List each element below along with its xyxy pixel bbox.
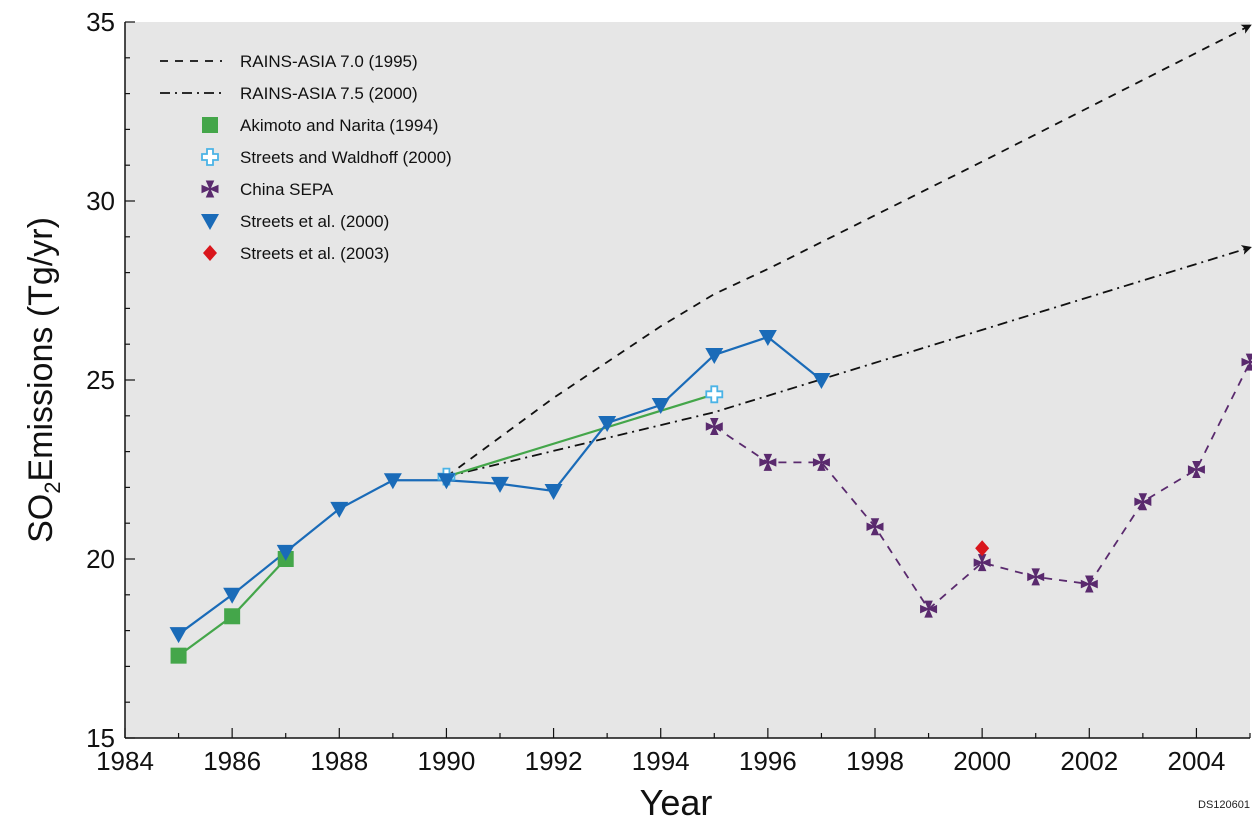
x-tick-label: 1994: [632, 746, 690, 776]
y-axis-title-main: SO: [22, 494, 60, 543]
x-tick-label: 1992: [525, 746, 583, 776]
y-tick-label: 15: [86, 723, 115, 753]
legend-label: China SEPA: [240, 180, 334, 199]
data-point-streets-et-al-2003: [975, 540, 990, 557]
y-axis-title: SO2Emissions (Tg/yr): [22, 217, 65, 543]
data-point-streets-et-al-2000: [758, 330, 777, 347]
y-axis-title-subscript: 2: [40, 482, 65, 494]
data-point-china-sepa: [1027, 568, 1045, 586]
legend-swatch: [203, 245, 217, 261]
data-point-streets-et-al-2000: [705, 347, 724, 364]
series-line-streets-and-waldhoff-2000: [446, 393, 715, 478]
data-point-china-sepa: [705, 418, 723, 436]
x-tick-label: 1998: [846, 746, 904, 776]
legend-label: RAINS-ASIA 7.5 (2000): [240, 84, 418, 103]
data-point-streets-et-al-2000: [223, 587, 242, 604]
legend-item-rains-asia-7-0-1995: RAINS-ASIA 7.0 (1995): [160, 52, 418, 71]
y-tick-label: 20: [86, 544, 115, 574]
data-point-streets-et-al-2000: [812, 373, 831, 389]
x-tick-label: 1990: [418, 746, 476, 776]
data-point-china-sepa: [1134, 493, 1152, 511]
data-point-streets-et-al-2000: [651, 398, 670, 415]
data-point-streets-et-al-2000: [330, 501, 349, 518]
data-point-streets-et-al-2000: [276, 544, 295, 561]
y-tick-label: 25: [86, 365, 115, 395]
data-point-akimoto-and-narita-1994: [170, 647, 187, 664]
legend-item-streets-et-al-2003: Streets et al. (2003): [203, 244, 389, 263]
legend-label: Akimoto and Narita (1994): [240, 116, 438, 135]
x-axis-title: Year: [640, 782, 713, 818]
data-point-streets-et-al-2000: [437, 473, 456, 490]
legend-label: Streets et al. (2003): [240, 244, 389, 263]
x-tick-label: 1988: [310, 746, 368, 776]
data-point-china-sepa: [1241, 353, 1252, 371]
data-point-streets-et-al-2000: [383, 473, 402, 490]
data-point-streets-and-waldhoff-2000: [705, 385, 724, 404]
y-axis-title-rest: Emissions (Tg/yr): [22, 217, 60, 481]
legend-item-streets-et-al-2000: Streets et al. (2000): [201, 212, 389, 231]
x-tick-label: 2004: [1168, 746, 1226, 776]
data-point-streets-et-al-2000: [544, 483, 563, 500]
x-tick-label: 1986: [203, 746, 261, 776]
legend-swatch: [202, 117, 218, 133]
legend-swatch: [201, 180, 219, 198]
legend-item-china-sepa: China SEPA: [201, 180, 334, 199]
legend-label: RAINS-ASIA 7.0 (1995): [240, 52, 418, 71]
data-point-streets-et-al-2000: [491, 476, 509, 493]
x-tick-label: 1984: [96, 746, 154, 776]
data-point-china-sepa: [866, 518, 884, 536]
data-point-china-sepa: [812, 453, 830, 471]
data-point-akimoto-and-narita-1994: [224, 608, 241, 625]
data-point-china-sepa: [920, 600, 938, 618]
legend-swatch: [201, 148, 219, 166]
series-line-rains-asia-7-5-2000: [446, 245, 1252, 478]
data-point-streets-et-al-2000: [169, 627, 188, 644]
data-point-china-sepa: [1187, 461, 1205, 478]
legend-swatch: [201, 214, 219, 230]
y-tick-label: 30: [86, 186, 115, 216]
x-tick-label: 2002: [1060, 746, 1118, 776]
legend-label: Streets et al. (2000): [240, 212, 389, 231]
legend-item-streets-and-waldhoff-2000: Streets and Waldhoff (2000): [201, 148, 452, 167]
legend-item-akimoto-and-narita-1994: Akimoto and Narita (1994): [202, 116, 438, 135]
legend-label: Streets and Waldhoff (2000): [240, 148, 452, 167]
y-tick-label: 35: [86, 7, 115, 37]
data-point-china-sepa: [759, 453, 777, 471]
x-tick-label: 2000: [953, 746, 1011, 776]
data-point-china-sepa: [1080, 575, 1098, 593]
figure-code: DS120601: [1198, 799, 1250, 811]
x-tick-label: 1996: [739, 746, 797, 776]
data-point-streets-et-al-2000: [598, 415, 617, 432]
legend-item-rains-asia-7-5-2000: RAINS-ASIA 7.5 (2000): [160, 84, 418, 103]
